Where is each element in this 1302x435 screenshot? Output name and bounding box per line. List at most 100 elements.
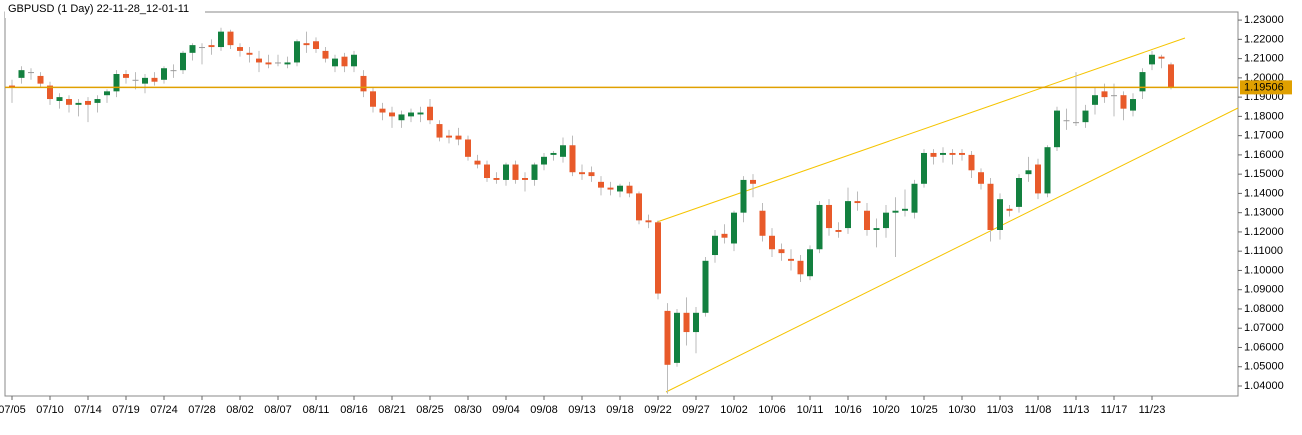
candle-body — [1063, 120, 1070, 122]
y-tick-label: 1.11000 — [1244, 245, 1283, 257]
x-tick-label: 08/30 — [454, 404, 482, 416]
candle-body — [237, 47, 243, 51]
candle-body — [132, 79, 139, 81]
candle-body — [778, 249, 785, 254]
candle-body — [645, 220, 652, 223]
candle-body — [702, 260, 709, 313]
x-tick-label: 09/22 — [644, 404, 672, 416]
x-tick-label: 10/30 — [948, 404, 976, 416]
candle-body — [522, 178, 528, 180]
x-tick-label: 07/19 — [112, 404, 140, 416]
candle-body — [1139, 72, 1146, 92]
candle-body — [123, 74, 129, 78]
x-tick-label: 08/02 — [226, 404, 254, 416]
y-tick-label: 1.16000 — [1244, 149, 1284, 161]
x-tick-label: 09/18 — [606, 404, 634, 416]
candle-body — [930, 152, 937, 157]
candle-body — [104, 91, 110, 96]
candle-body — [797, 260, 804, 275]
candle-body — [161, 68, 167, 80]
candle-body — [921, 152, 927, 184]
y-tick-label: 1.23000 — [1244, 14, 1284, 26]
candle-body — [180, 52, 186, 71]
candle-body — [332, 58, 338, 67]
x-tick-label: 08/25 — [416, 404, 444, 416]
price-label: 1.19506 — [1244, 81, 1284, 93]
candle-body — [940, 152, 946, 155]
candle-body — [294, 41, 300, 63]
candle-body — [56, 97, 63, 101]
x-tick-label: 08/21 — [378, 404, 406, 416]
x-tick-label: 07/28 — [188, 404, 216, 416]
candle-body — [826, 204, 832, 229]
x-tick-label: 07/05 — [0, 404, 26, 416]
candle-body — [721, 233, 728, 238]
candle-body — [588, 172, 595, 177]
candle-body — [788, 258, 794, 261]
candle-body — [1006, 208, 1013, 211]
candle-body — [531, 164, 538, 180]
candle-body — [1044, 147, 1051, 194]
y-tick-label: 1.04000 — [1244, 380, 1284, 392]
candle-body — [1149, 54, 1155, 65]
candle-body — [949, 152, 956, 155]
candle-body — [94, 99, 101, 103]
candle-body — [1035, 164, 1041, 194]
x-tick-label: 09/27 — [682, 404, 710, 416]
candle-body — [189, 45, 196, 53]
candle-body — [66, 99, 72, 105]
x-tick-label: 09/13 — [568, 404, 596, 416]
x-tick-label: 10/11 — [797, 404, 824, 416]
candle-body — [303, 43, 310, 46]
candle-body — [1130, 99, 1136, 111]
y-tick-label: 1.15000 — [1244, 168, 1284, 180]
y-tick-label: 1.10000 — [1244, 264, 1284, 276]
candle-body — [1016, 178, 1022, 207]
x-tick-label: 11/23 — [1139, 404, 1166, 416]
y-tick-label: 1.12000 — [1244, 226, 1284, 238]
y-tick-label: 1.22000 — [1244, 33, 1284, 45]
candle-body — [455, 135, 462, 140]
candle-body — [113, 74, 120, 92]
candle-body — [873, 228, 880, 230]
candle-body — [1168, 64, 1174, 88]
candle-body — [541, 156, 547, 165]
y-tick-label: 1.14000 — [1244, 187, 1284, 199]
candle-body — [37, 75, 44, 84]
candle-body — [845, 201, 851, 229]
y-tick-label: 1.17000 — [1244, 130, 1284, 142]
candle-body — [341, 56, 348, 67]
candle-body — [807, 249, 813, 277]
candle-body — [607, 187, 614, 190]
candle-body — [759, 210, 766, 236]
candle-body — [569, 145, 576, 173]
candle-body — [1120, 95, 1127, 109]
x-tick-label: 11/13 — [1063, 404, 1090, 416]
candle-body — [170, 70, 177, 72]
x-tick-label: 07/24 — [150, 404, 178, 416]
candle-body — [313, 41, 319, 49]
candle-body — [417, 112, 424, 115]
candle-body — [740, 179, 747, 213]
candle-body — [351, 54, 357, 67]
plot-frame — [4, 11, 1239, 397]
candle-body — [1025, 170, 1032, 175]
candle-body — [370, 91, 376, 107]
candle-body — [674, 312, 680, 363]
candle-body — [275, 62, 281, 64]
candle-body — [560, 145, 566, 157]
candle-body — [636, 193, 642, 221]
x-tick-label: 11/03 — [987, 404, 1014, 416]
x-tick-label: 10/06 — [758, 404, 786, 416]
candle-body — [579, 172, 585, 175]
y-tick-label: 1.18000 — [1244, 110, 1284, 122]
candle-body — [151, 77, 158, 82]
y-tick-label: 1.07000 — [1244, 322, 1284, 334]
candle-body — [322, 50, 329, 59]
candle-body — [1111, 95, 1117, 97]
candle-body — [1092, 95, 1098, 105]
candle-body — [769, 235, 775, 250]
candle-body — [712, 235, 718, 256]
candle-body — [246, 52, 253, 55]
candle-body — [617, 185, 623, 192]
